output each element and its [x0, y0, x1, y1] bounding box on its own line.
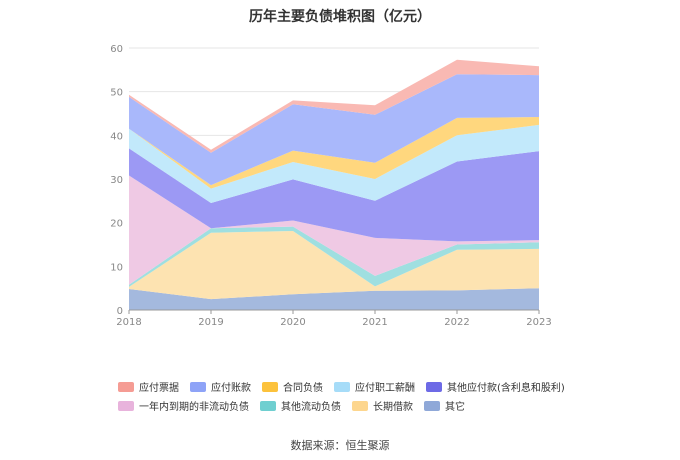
- legend-label: 应付账款: [211, 383, 251, 394]
- x-tick-label: 2018: [116, 317, 141, 328]
- legend-row: 一年内到期的非流动负债 其他流动负债 长期借款 其它: [118, 396, 588, 415]
- y-tick-label: 10: [110, 262, 123, 273]
- area-series: [129, 231, 539, 300]
- legend-item[interactable]: 其他流动负债: [260, 398, 341, 413]
- y-tick-label: 0: [117, 306, 123, 317]
- area-series: [129, 175, 539, 285]
- area-series: [129, 124, 539, 203]
- legend-label: 其它: [445, 402, 465, 413]
- legend-label: 合同负债: [283, 383, 323, 394]
- legend-item[interactable]: 应付账款: [190, 379, 251, 394]
- legend-swatch: [352, 400, 368, 411]
- area-series: [129, 226, 539, 287]
- legend-swatch: [426, 381, 442, 392]
- legend-label: 其他流动负债: [281, 402, 341, 413]
- legend-item[interactable]: 合同负债: [262, 379, 323, 394]
- area-series: [129, 59, 539, 153]
- legend-label: 应付票据: [139, 383, 179, 394]
- chart-legend: 应付票据 应付账款 合同负债 应付职工薪酬 其他应付款(含利息和股利) 一年内到期的非流动…: [118, 377, 588, 415]
- legend-item[interactable]: 一年内到期的非流动负债: [118, 398, 249, 413]
- legend-label: 其他应付款(含利息和股利): [447, 383, 565, 394]
- y-tick-label: 20: [110, 219, 123, 230]
- legend-swatch: [334, 381, 350, 392]
- area-series: [129, 148, 539, 242]
- y-tick-label: 40: [110, 131, 123, 142]
- legend-label: 长期借款: [373, 402, 413, 413]
- area-series: [129, 74, 539, 186]
- x-tick-label: 2021: [362, 317, 387, 328]
- legend-swatch: [118, 400, 134, 411]
- legend-item[interactable]: 应付票据: [118, 379, 179, 394]
- legend-swatch: [260, 400, 276, 411]
- x-tick-label: 2022: [444, 317, 469, 328]
- area-series: [129, 288, 539, 310]
- x-tick-label: 2020: [280, 317, 305, 328]
- legend-swatch: [424, 400, 440, 411]
- y-tick-label: 50: [110, 88, 123, 99]
- legend-label: 应付职工薪酬: [355, 383, 415, 394]
- legend-row: 应付票据 应付账款 合同负债 应付职工薪酬 其他应付款(含利息和股利): [118, 377, 588, 396]
- legend-swatch: [262, 381, 278, 392]
- legend-item[interactable]: 其他应付款(含利息和股利): [426, 379, 565, 394]
- legend-label: 一年内到期的非流动负债: [139, 402, 249, 413]
- chart-title: 历年主要负债堆积图（亿元）: [249, 9, 431, 25]
- legend-item[interactable]: 长期借款: [352, 398, 413, 413]
- data-source-note: 数据来源：恒生聚源: [290, 439, 390, 452]
- legend-swatch: [190, 381, 206, 392]
- y-tick-label: 60: [110, 44, 123, 55]
- legend-swatch: [118, 381, 134, 392]
- y-tick-label: 30: [110, 175, 123, 186]
- area-series: [129, 117, 539, 189]
- stacked-area-chart: 0 10 20 30 40 50 60 2018 2019 2020 2021 2022 2023: [110, 44, 551, 328]
- legend-item[interactable]: 其它: [424, 398, 465, 413]
- legend-item[interactable]: 应付职工薪酬: [334, 379, 415, 394]
- x-tick-label: 2023: [526, 317, 551, 328]
- x-tick-label: 2019: [198, 317, 223, 328]
